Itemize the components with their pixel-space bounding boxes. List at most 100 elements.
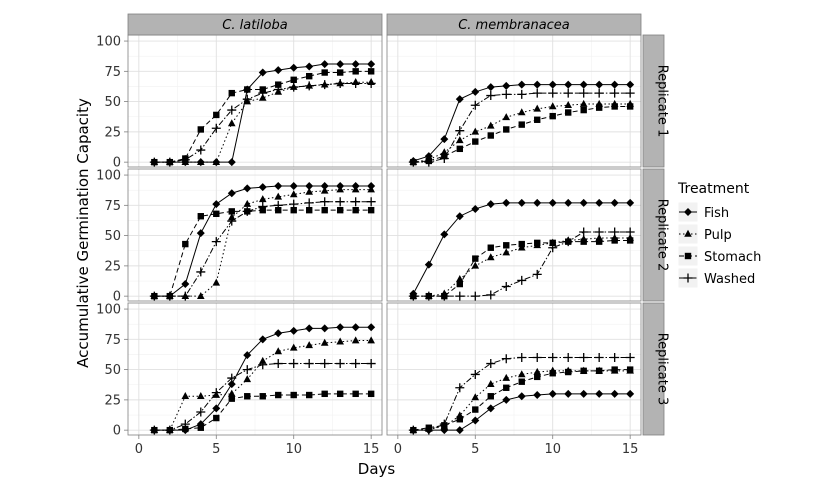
y-tick-label: 50	[104, 229, 121, 244]
data-point	[455, 212, 464, 221]
x-axis: 0 5 10 15 0 5 10 15	[135, 435, 638, 457]
y-tick-label: 75	[104, 333, 121, 348]
data-point	[197, 424, 204, 431]
data-point	[564, 101, 573, 109]
data-point	[243, 351, 252, 360]
data-point	[456, 145, 463, 153]
data-point	[228, 208, 235, 215]
data-point	[439, 419, 449, 429]
data-point	[595, 367, 603, 375]
data-point	[243, 184, 252, 193]
panel	[386, 302, 642, 436]
data-point	[563, 237, 573, 247]
data-point	[227, 105, 237, 115]
data-point	[548, 352, 558, 362]
data-point	[579, 389, 588, 398]
data-point	[594, 227, 604, 237]
data-point	[455, 426, 464, 435]
data-point	[486, 290, 496, 300]
panel-border	[386, 168, 642, 302]
data-point	[228, 89, 235, 97]
data-point	[244, 86, 251, 93]
data-point	[626, 80, 635, 89]
data-point	[289, 343, 298, 351]
data-point	[626, 237, 634, 244]
y-tick-label: 25	[104, 393, 121, 408]
data-point	[212, 404, 221, 413]
row-strip-label: Replicate 2	[655, 199, 670, 272]
data-point	[626, 103, 634, 110]
legend-label: Washed	[704, 272, 755, 287]
legend-label: Fish	[704, 206, 729, 221]
data-point	[579, 80, 588, 89]
data-point	[486, 91, 496, 101]
data-point	[533, 391, 542, 400]
data-point	[626, 366, 634, 373]
y-tick-label: 0	[113, 424, 121, 439]
data-point	[211, 123, 221, 133]
data-point	[165, 291, 175, 301]
data-point	[258, 68, 267, 77]
panel-border	[127, 302, 383, 436]
data-point	[579, 198, 588, 207]
data-point	[213, 414, 220, 422]
y-tick-label: 0	[113, 156, 121, 171]
data-point	[351, 78, 361, 88]
data-point	[321, 69, 328, 76]
data-point	[367, 390, 375, 398]
y-tick-label: 50	[104, 95, 121, 110]
data-point	[549, 370, 556, 377]
data-point	[273, 359, 283, 369]
data-point	[610, 389, 619, 398]
data-point	[336, 323, 345, 332]
data-point	[227, 119, 236, 127]
data-point	[471, 416, 480, 425]
data-point	[180, 291, 190, 301]
data-point	[549, 239, 556, 247]
data-point	[211, 388, 221, 398]
data-point	[305, 181, 314, 190]
data-point	[211, 237, 221, 247]
data-point	[306, 206, 313, 214]
data-point	[486, 379, 495, 387]
x-tick-label: 10	[544, 442, 561, 457]
data-point	[532, 352, 542, 362]
data-point	[165, 425, 175, 435]
data-point	[548, 102, 557, 110]
x-tick-label: 5	[212, 442, 220, 457]
data-point	[501, 354, 511, 364]
panel	[127, 34, 383, 168]
data-point	[456, 416, 463, 423]
data-point	[305, 341, 314, 349]
data-point	[408, 425, 418, 435]
data-point	[518, 121, 525, 128]
data-point	[548, 80, 557, 89]
data-point	[487, 393, 494, 400]
data-point	[196, 157, 205, 165]
data-point	[244, 393, 251, 400]
row-strip-label: Replicate 3	[655, 333, 670, 406]
data-point	[595, 80, 604, 89]
panel	[127, 302, 383, 436]
data-point	[305, 324, 314, 333]
data-point	[517, 198, 526, 207]
legend-key	[677, 245, 699, 267]
data-point	[320, 338, 329, 346]
data-point	[534, 373, 541, 381]
data-point	[503, 384, 510, 391]
data-point	[258, 183, 267, 192]
data-point	[213, 111, 220, 119]
data-point	[197, 213, 204, 220]
data-point	[534, 116, 541, 123]
legend-key-marker	[684, 229, 692, 237]
data-point	[227, 189, 236, 198]
data-point	[471, 393, 480, 401]
data-point	[579, 352, 589, 362]
data-point	[212, 200, 221, 209]
data-point	[548, 198, 557, 207]
data-point	[594, 352, 604, 362]
row-strip-label: Replicate 1	[655, 65, 670, 138]
data-point	[289, 181, 298, 190]
x-axis-title: Days	[358, 460, 396, 478]
data-point	[227, 389, 236, 397]
